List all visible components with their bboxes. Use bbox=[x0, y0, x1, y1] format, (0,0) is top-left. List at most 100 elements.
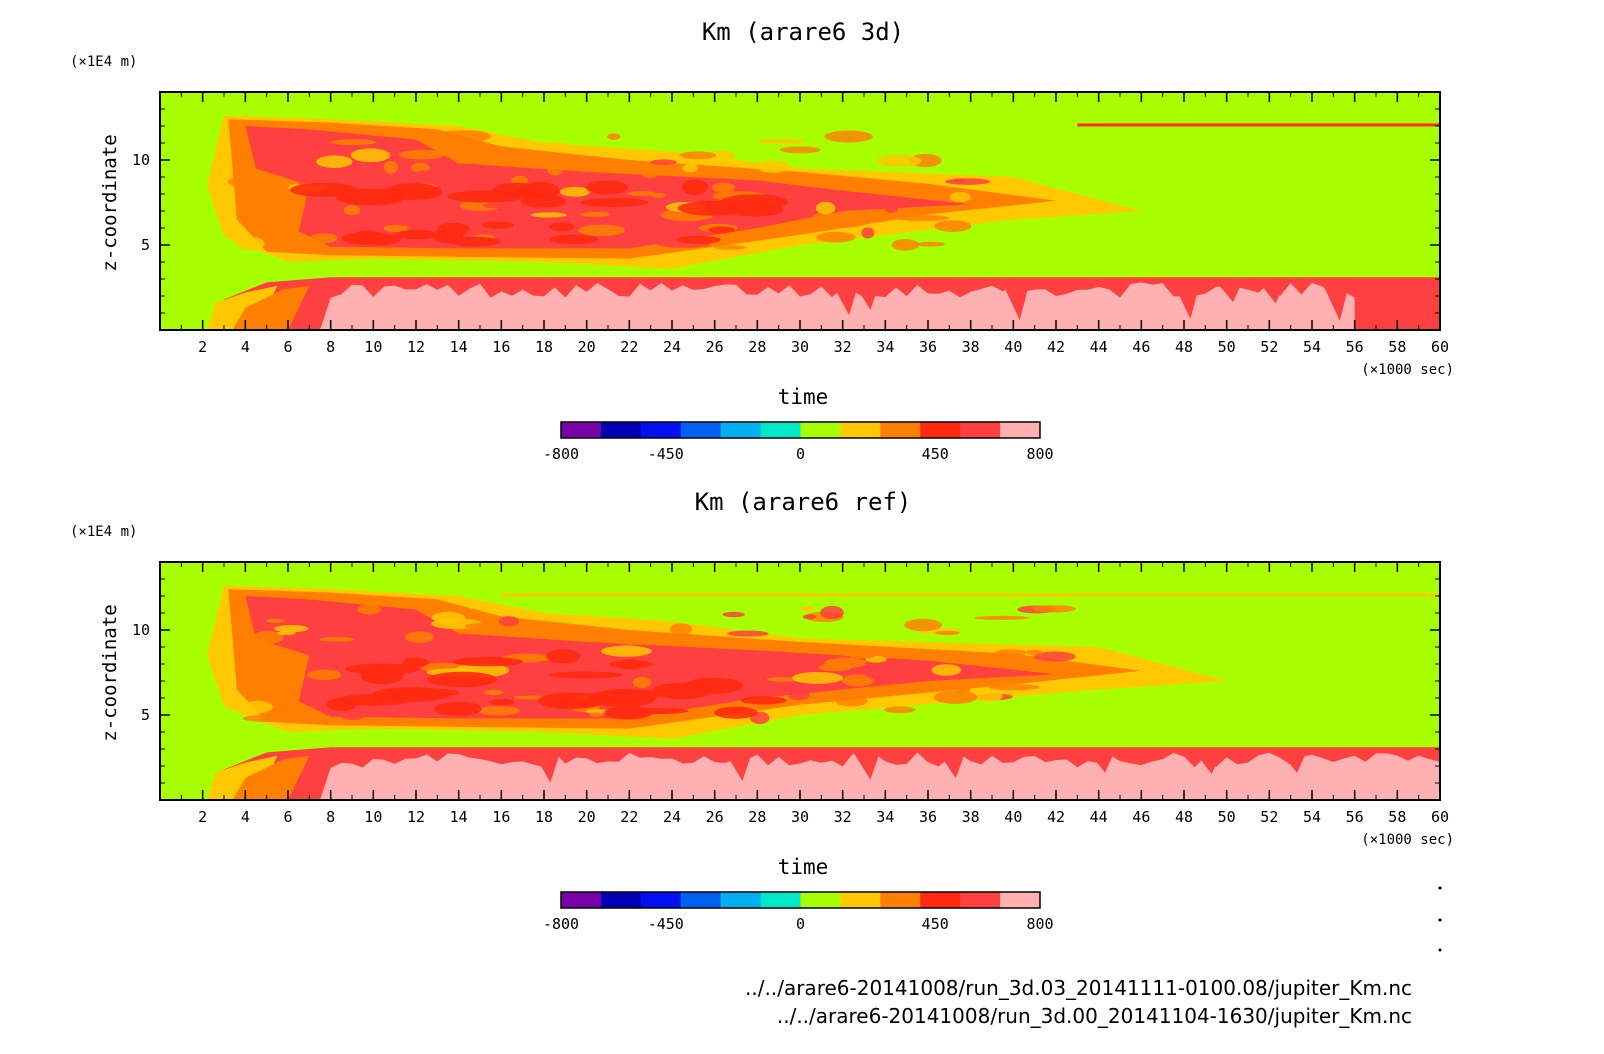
x-tick-label: 54 bbox=[1303, 808, 1321, 826]
texture-patch bbox=[708, 226, 736, 234]
plot-area bbox=[160, 562, 1440, 800]
colorbar-cell bbox=[920, 892, 961, 908]
colorbar-cell bbox=[960, 422, 1001, 438]
texture-patch bbox=[402, 657, 429, 668]
x-tick-label: 22 bbox=[620, 338, 638, 356]
texture-patch bbox=[310, 233, 338, 244]
texture-patch bbox=[602, 689, 665, 699]
texture-patch bbox=[443, 213, 463, 222]
band-notch bbox=[1256, 279, 1287, 304]
colorbar-cell bbox=[720, 422, 762, 438]
texture-patch bbox=[530, 212, 567, 218]
x-tick-label: 42 bbox=[1047, 338, 1065, 356]
top-streak bbox=[501, 593, 1440, 597]
texture-patch bbox=[352, 233, 402, 246]
texture-patch bbox=[682, 163, 699, 173]
colorbar-cell bbox=[561, 422, 602, 438]
y-tick-label: 10 bbox=[132, 621, 150, 639]
x-tick-label: 44 bbox=[1090, 338, 1108, 356]
x-tick-label: 52 bbox=[1260, 338, 1278, 356]
colorbar-cell bbox=[1000, 892, 1041, 908]
x-tick-label: 2 bbox=[198, 808, 207, 826]
texture-patch bbox=[711, 182, 736, 193]
colorbar-label: 0 bbox=[796, 915, 805, 933]
texture-patch bbox=[411, 162, 430, 173]
stray-dot bbox=[1438, 886, 1442, 890]
x-tick-label: 14 bbox=[450, 808, 468, 826]
x-unit-label: (×1000 sec) bbox=[1361, 832, 1454, 848]
colorbar-cell bbox=[880, 892, 921, 908]
texture-patch bbox=[547, 165, 563, 176]
texture-patch bbox=[319, 636, 355, 642]
texture-patch bbox=[357, 604, 382, 615]
texture-patch bbox=[650, 159, 677, 166]
texture-patch bbox=[330, 139, 377, 146]
colorbar-label: -450 bbox=[648, 915, 684, 933]
plot-area bbox=[160, 92, 1440, 330]
texture-patch bbox=[679, 151, 717, 160]
texture-patch bbox=[642, 172, 658, 179]
x-tick-label: 48 bbox=[1175, 338, 1193, 356]
band-notch bbox=[936, 749, 967, 779]
colorbar-frame bbox=[560, 891, 1041, 909]
y-unit-label: (×1E4 m) bbox=[70, 524, 137, 540]
texture-patch bbox=[579, 197, 649, 207]
x-tick-label: 50 bbox=[1218, 808, 1236, 826]
band-notch bbox=[1171, 279, 1202, 319]
x-tick-label: 38 bbox=[962, 808, 980, 826]
texture-patch bbox=[404, 631, 435, 643]
texture-patch bbox=[252, 630, 284, 644]
source-file-label-1: ../../arare6-20141008/run_3d.03_20141111… bbox=[745, 976, 1412, 1000]
texture-patch bbox=[604, 705, 653, 720]
x-tick-label: 58 bbox=[1388, 338, 1406, 356]
texture-patch bbox=[398, 149, 445, 160]
texture-patch bbox=[949, 191, 971, 202]
texture-patch bbox=[835, 695, 868, 707]
texture-patch bbox=[542, 699, 618, 707]
texture-patch bbox=[792, 671, 844, 684]
texture-patch bbox=[350, 148, 391, 163]
x-tick-label: 30 bbox=[791, 808, 809, 826]
texture-patch bbox=[757, 139, 807, 144]
texture-patch bbox=[427, 671, 498, 688]
texture-patch bbox=[434, 701, 482, 717]
texture-patch bbox=[893, 215, 950, 221]
chart-title: Km (arare6 3d) bbox=[702, 18, 904, 46]
texture-patch bbox=[383, 224, 409, 232]
x-tick-label: 4 bbox=[241, 808, 250, 826]
x-tick-label: 36 bbox=[919, 808, 937, 826]
stray-dot bbox=[1438, 948, 1442, 952]
band-notch bbox=[1320, 279, 1351, 321]
y-axis-label: z-coordinate bbox=[99, 604, 121, 741]
lower-band-pink bbox=[320, 752, 1440, 800]
band-notch bbox=[1192, 749, 1223, 775]
y-tick-label: 10 bbox=[132, 151, 150, 169]
y-unit-label: (×1E4 m) bbox=[70, 54, 137, 70]
texture-patch bbox=[449, 236, 501, 247]
texture-patch bbox=[790, 222, 828, 232]
texture-patch bbox=[779, 146, 821, 154]
lower-band-yellow bbox=[206, 755, 278, 800]
colorbar-cell bbox=[960, 892, 1001, 908]
texture-patch bbox=[326, 697, 357, 711]
texture-patch bbox=[585, 709, 611, 714]
texture-patch bbox=[756, 160, 791, 173]
colorbar-cell bbox=[680, 892, 722, 908]
colorbar-label: -800 bbox=[543, 915, 579, 933]
texture-patch bbox=[883, 706, 916, 714]
x-tick-label: 26 bbox=[706, 808, 724, 826]
texture-patch bbox=[242, 700, 273, 714]
texture-patch bbox=[616, 636, 652, 645]
texture-patch bbox=[307, 669, 342, 681]
x-tick-label: 20 bbox=[578, 808, 596, 826]
colorbar-label: 450 bbox=[922, 445, 949, 463]
texture-patch bbox=[274, 625, 309, 633]
colorbar-label: -450 bbox=[648, 445, 684, 463]
colorbar-cell bbox=[600, 422, 642, 438]
colorbar-cell bbox=[600, 892, 642, 908]
texture-patch bbox=[651, 682, 713, 700]
texture-patch bbox=[824, 657, 867, 669]
texture-patch bbox=[722, 611, 745, 618]
texture-patch bbox=[464, 623, 490, 629]
band-notch bbox=[1000, 279, 1031, 321]
